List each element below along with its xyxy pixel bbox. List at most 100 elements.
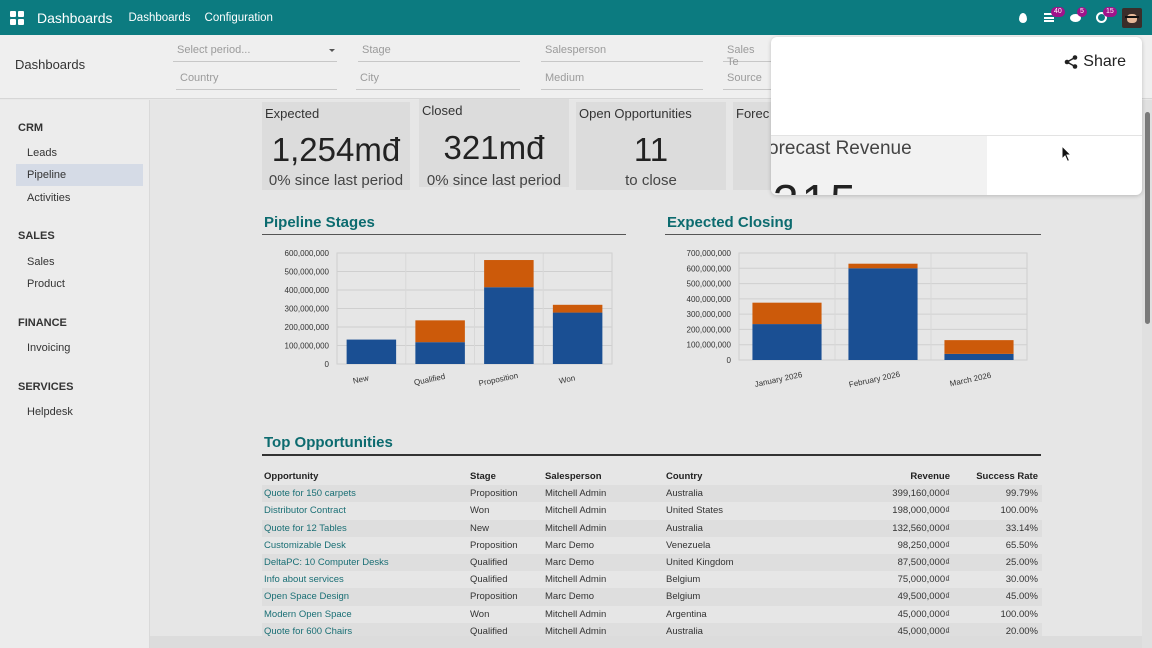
bar-segment[interactable]	[848, 268, 918, 360]
bar-segment[interactable]	[484, 260, 534, 288]
sidebar-item-helpdesk[interactable]: Helpdesk	[27, 406, 73, 418]
table-row[interactable]: DeltaPC: 10 Computer Desks Qualified Marc …	[262, 553, 1042, 572]
sidebar-item-pipeline[interactable]: Pipeline	[16, 164, 143, 186]
nav-dashboards[interactable]: Dashboards	[128, 11, 191, 24]
bar-segment[interactable]	[346, 339, 397, 364]
medium-filter[interactable]: Medium	[541, 68, 703, 90]
country-cell: Argentina	[666, 608, 707, 620]
opportunity-link[interactable]: Quote for 600 Chairs	[264, 625, 353, 637]
table-row[interactable]: Customizable Desk Proposition Marc Demo Ven…	[262, 537, 1042, 554]
revenue-cell: 49,500,000₫	[897, 591, 950, 603]
kpi-card-expected[interactable]: Expected 1,254mđ 0% since last period	[262, 102, 410, 190]
source-filter[interactable]: Source	[723, 68, 771, 90]
col-success-rate[interactable]: Success Rate	[976, 471, 1038, 482]
kpi-value: 11	[633, 131, 669, 168]
mouse-cursor-icon	[1061, 145, 1073, 163]
divider	[771, 135, 1142, 136]
top-navbar: Dashboards Dashboards Configuration 40 5…	[0, 0, 1152, 35]
table-row[interactable]: Distributor Contract Won Mitchell Admin Uni…	[262, 502, 1042, 519]
drop-icon[interactable]	[1010, 0, 1036, 35]
x-tick-label: Qualified	[413, 372, 446, 387]
clock-icon[interactable]: 15	[1088, 0, 1117, 35]
sales-team-filter[interactable]: Sales Te	[723, 40, 771, 68]
bar-segment[interactable]	[848, 263, 918, 269]
activity-icon[interactable]: 40	[1036, 0, 1065, 35]
stage-cell: New	[470, 522, 490, 534]
opportunity-link[interactable]: Quote for 12 Tables	[264, 522, 347, 534]
table-row[interactable]: Modern Open Space Won Mitchell Admin Argent…	[262, 606, 1042, 623]
bar-segment[interactable]	[752, 302, 822, 325]
bar-segment[interactable]	[752, 324, 822, 360]
navbar-systray: 40 5 15	[1010, 0, 1152, 35]
apps-menu-icon[interactable]	[10, 10, 24, 25]
revenue-cell: 45,000,000₫	[897, 625, 950, 637]
col-stage[interactable]: Stage	[470, 471, 496, 482]
kpi-card-forecast[interactable]: Forec	[733, 102, 771, 190]
table-row[interactable]: Quote for 600 Chairs Qualified Mitchell Ad…	[262, 622, 1042, 640]
opportunity-link[interactable]: Customizable Desk	[264, 539, 346, 551]
sidebar-section-sales: SALES	[18, 230, 55, 242]
col-opportunity[interactable]: Opportunity	[264, 471, 319, 482]
share-button[interactable]: Share	[1064, 53, 1126, 71]
bar-segment[interactable]	[552, 312, 603, 364]
salesperson-cell: Mitchell Admin	[545, 505, 607, 517]
activity-badge: 40	[1051, 7, 1065, 17]
table-row[interactable]: Open Space Design Proposition Marc Demo Bel…	[262, 588, 1042, 606]
opportunity-link[interactable]: Modern Open Space	[264, 608, 352, 620]
revenue-cell: 399,160,000₫	[892, 488, 950, 500]
country-filter[interactable]: Country	[176, 68, 337, 90]
sidebar-item-activities[interactable]: Activities	[27, 192, 71, 204]
salesperson-cell: Marc Demo	[545, 556, 595, 568]
bar-segment[interactable]	[552, 304, 603, 313]
salesperson-cell: Marc Demo	[545, 591, 595, 603]
col-revenue[interactable]: Revenue	[910, 471, 950, 482]
opportunity-link[interactable]: Open Space Design	[264, 591, 350, 603]
stage-cell: Won	[470, 505, 490, 517]
opportunity-link[interactable]: DeltaPC: 10 Computer Desks	[264, 556, 389, 568]
kpi-card-open-opportunities[interactable]: Open Opportunities 11 to close	[576, 102, 726, 190]
table-row[interactable]: Info about services Qualified Mitchell Adm…	[262, 571, 1042, 588]
salesperson-filter[interactable]: Salesperson	[541, 40, 703, 62]
app-brand[interactable]: Dashboards	[37, 9, 113, 26]
bar-segment[interactable]	[415, 320, 465, 343]
y-tick-label: 700,000,000	[687, 249, 732, 258]
salesperson-cell: Mitchell Admin	[545, 608, 607, 620]
vertical-scrollbar[interactable]	[1142, 100, 1152, 648]
salesperson-cell: Mitchell Admin	[545, 625, 607, 637]
kpi-card-closed[interactable]: Closed 321mđ 0% since last period	[419, 99, 569, 189]
scrollbar-thumb[interactable]	[1145, 112, 1150, 324]
period-select[interactable]: Select period...	[173, 40, 337, 62]
city-filter[interactable]: City	[356, 68, 520, 90]
success-rate-cell: 99.79%	[1005, 488, 1038, 500]
table-row[interactable]: Quote for 12 Tables New Mitchell Admin Aust…	[262, 519, 1042, 537]
sidebar-item-leads[interactable]: Leads	[27, 147, 57, 159]
share-icon	[1064, 55, 1078, 69]
expected-closing-title: Expected Closing	[667, 214, 793, 231]
bar-segment[interactable]	[484, 287, 534, 364]
country-cell: United States	[666, 505, 724, 517]
bar-segment[interactable]	[944, 353, 1014, 360]
col-country[interactable]: Country	[666, 471, 703, 482]
salesperson-cell: Mitchell Admin	[545, 574, 607, 586]
sidebar-item-invoicing[interactable]: Invoicing	[27, 342, 71, 354]
messages-icon[interactable]: 5	[1062, 0, 1088, 35]
x-tick-label: March 2026	[949, 371, 993, 389]
col-salesperson[interactable]: Salesperson	[545, 471, 602, 482]
stage-filter[interactable]: Stage	[358, 40, 520, 62]
user-avatar[interactable]	[1122, 7, 1142, 28]
horizontal-scrollbar[interactable]	[150, 636, 1142, 648]
table-row[interactable]: Quote for 150 carpets Proposition Mitchell…	[262, 485, 1042, 503]
kpi-label: Expected	[265, 106, 320, 121]
bar-segment[interactable]	[415, 342, 465, 364]
opportunity-link[interactable]: Distributor Contract	[264, 505, 346, 517]
opportunity-link[interactable]: Info about services	[264, 574, 344, 586]
y-tick-label: 500,000,000	[285, 268, 330, 277]
sidebar-item-product[interactable]: Product	[27, 278, 65, 290]
opportunity-link[interactable]: Quote for 150 carpets	[264, 488, 356, 500]
country-cell: Venezuela	[666, 539, 711, 551]
bar-segment[interactable]	[944, 340, 1014, 354]
nav-configuration[interactable]: Configuration	[204, 11, 273, 24]
success-rate-cell: 65.50%	[1005, 539, 1038, 551]
sidebar-item-sales[interactable]: Sales	[27, 256, 55, 268]
forecast-revenue-card[interactable]: orecast Revenue 315	[771, 136, 987, 195]
